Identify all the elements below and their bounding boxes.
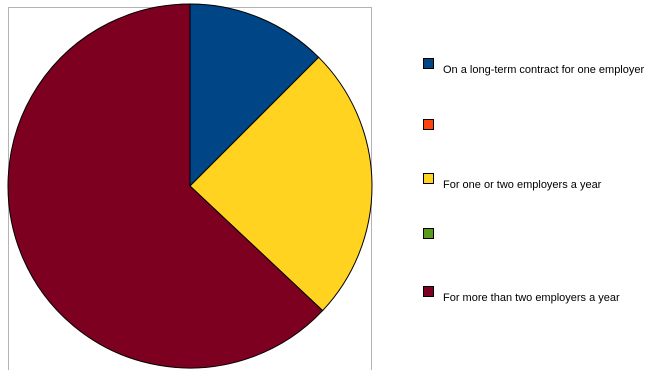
- pie-slice-3: [189, 56, 373, 312]
- legend-label-3: For one or two employers a year: [443, 179, 602, 191]
- legend-swatch-5: [423, 286, 434, 297]
- legend-swatch-4: [423, 228, 434, 239]
- legend-label-5: For more than two employers a year: [443, 292, 620, 304]
- pie-slice-5: [7, 3, 324, 369]
- legend-swatch-2: [423, 119, 434, 130]
- pie-slice-1: [189, 3, 320, 188]
- legend-swatch-3: [423, 173, 434, 184]
- legend-swatch-1: [423, 58, 434, 69]
- legend-label-1: On a long-term contract for one employer: [443, 64, 645, 76]
